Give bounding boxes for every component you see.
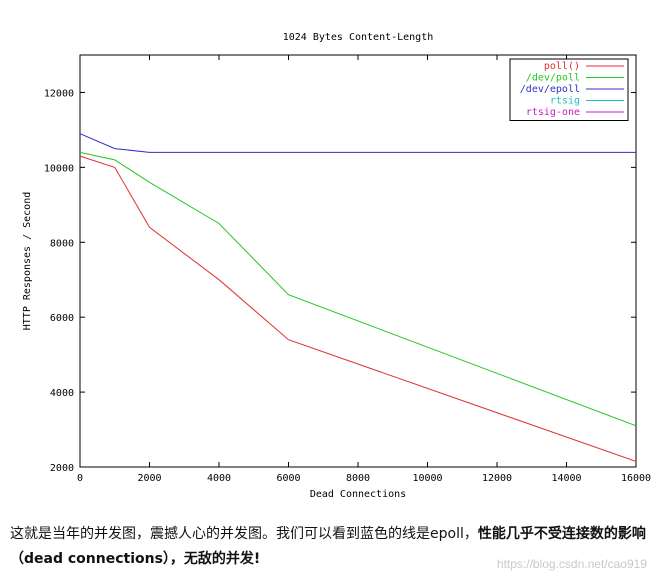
caption: 这就是当年的并发图，震撼人心的并发图。我们可以看到蓝色的线是epoll，性能几乎… xyxy=(10,522,655,572)
caption-bold-text: 性能几乎不受连接数的影响（dead connections），无敌的并发! xyxy=(10,526,646,567)
x-tick-label: 0 xyxy=(77,473,83,484)
x-tick-label: 4000 xyxy=(207,473,231,484)
series-line-dev-epoll xyxy=(79,133,636,153)
legend-label: rtsig-one xyxy=(526,107,580,118)
caption-text: 这就是当年的并发图，震撼人心的并发图。我们可以看到蓝色的线是epoll， xyxy=(10,526,478,542)
y-tick-label: 4000 xyxy=(50,388,74,399)
x-tick-label: 14000 xyxy=(551,473,581,484)
x-tick-label: 2000 xyxy=(137,473,161,484)
legend-box xyxy=(509,58,629,121)
legend-label: poll() xyxy=(544,61,580,72)
x-tick-label: 8000 xyxy=(346,473,370,484)
series-line-poll xyxy=(79,155,637,462)
legend-label: /dev/epoll xyxy=(520,84,580,95)
x-tick-label: 16000 xyxy=(621,473,651,484)
y-tick-label: 2000 xyxy=(50,463,74,474)
y-axis-label: HTTP Responses / Second xyxy=(22,192,33,330)
x-axis-label: Dead Connections xyxy=(310,489,406,500)
y-tick-label: 12000 xyxy=(44,88,74,99)
watermark: https://blog.csdn.net/cao919 xyxy=(496,557,647,571)
line-chart: 1024 Bytes Content-Length Dead Connection… xyxy=(22,32,651,500)
x-tick-label: 6000 xyxy=(276,473,300,484)
series-line-dev-poll xyxy=(79,151,637,427)
y-tick-label: 8000 xyxy=(50,238,74,249)
chart-area: 1024 Bytes Content-Length Dead Connection… xyxy=(22,32,651,500)
legend-label: /dev/poll xyxy=(526,73,580,84)
x-tick-label: 10000 xyxy=(412,473,442,484)
y-tick-label: 6000 xyxy=(50,313,74,324)
chart-title: 1024 Bytes Content-Length xyxy=(283,32,434,43)
x-tick-label: 12000 xyxy=(482,473,512,484)
legend-label: rtsig xyxy=(550,96,580,107)
y-tick-label: 10000 xyxy=(44,163,74,174)
